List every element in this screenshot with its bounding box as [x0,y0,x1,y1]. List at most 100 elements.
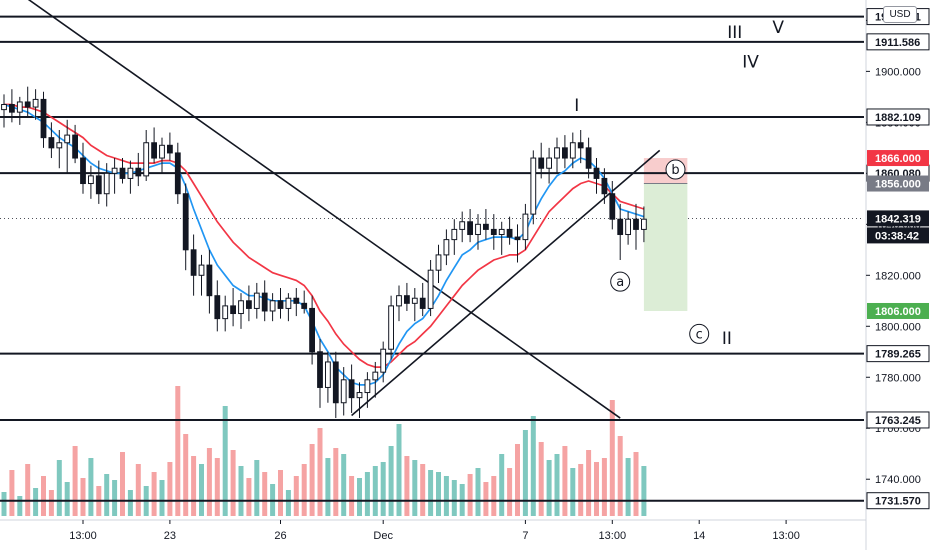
volume-bar [617,436,623,516]
countdown-label: 03:38:42 [867,227,929,244]
price-label-text: 1806.000 [875,306,921,318]
candle [538,142,545,179]
candle-body [111,167,118,174]
candle-body [459,221,466,230]
candle-body [293,297,300,304]
candle [1,94,7,128]
volume-bar [546,460,552,516]
candle-body [167,144,173,154]
volume-bar [222,406,228,516]
candle-body [80,157,86,185]
circled-label-c: c [689,323,710,344]
candle [143,130,150,181]
volume-bar [246,478,252,516]
candle [348,364,355,413]
candle-body [325,361,331,388]
candle-body [364,379,371,394]
trendline[interactable] [351,149,661,417]
volume-bar [428,470,434,516]
candle-body [174,152,181,195]
candle [285,293,292,322]
candle-body [569,142,576,159]
price-label-box [866,492,930,510]
candle [198,254,205,296]
price-label-text: 1789.265 [875,349,921,361]
circled-label-text: b [671,163,679,178]
level-price-label[interactable]: 1789.265 [866,345,930,363]
candle-body [419,297,426,309]
level-price-label[interactable]: 1763.245 [866,411,930,429]
candle [95,160,102,204]
volume-bar [570,468,576,516]
candle-body [411,297,418,304]
candle-body [214,295,221,320]
candle [617,203,624,260]
price-label-box [867,210,929,227]
candle-body [24,101,31,108]
time-tick-label: 13:00 [599,530,627,542]
currency-button[interactable]: USD [883,6,917,23]
volume-bar [309,444,315,516]
time-axis[interactable]: 13:00 23 26 Dec 7 13:00 14 13:00 [0,519,866,542]
volume-bar [127,490,133,516]
price-label-text: 1731.570 [875,496,921,508]
candle [577,130,584,164]
price-label-red[interactable]: 1866.000 [867,150,929,167]
candle [364,372,371,408]
candle-body [151,142,157,159]
candle [269,293,276,322]
candle-body [396,295,402,307]
candle [72,124,78,164]
level-price-label[interactable]: 1882.109 [866,108,930,126]
price-label-text: 1763.245 [875,415,921,427]
candle-body [127,167,134,179]
candle-body [404,295,410,304]
volume-bar [151,472,157,516]
trendline[interactable] [4,0,621,419]
candle [80,142,86,194]
price-label-green[interactable]: 1806.000 [867,302,929,319]
candle-body [1,104,7,111]
candle [356,382,363,419]
volume-bar [183,434,189,516]
trendlines[interactable] [4,0,661,419]
candle-body [285,297,292,309]
candle [277,288,284,319]
candle-body [467,221,474,236]
countdown-text: 03:38:42 [875,230,919,242]
candle [325,351,331,403]
volume-bar [112,480,118,516]
candle-body [593,167,600,179]
label-circle [610,271,631,292]
candle-body [88,175,94,185]
candle-body [554,147,560,159]
price-label-text: 1866.000 [875,153,921,165]
candle [24,86,31,118]
ema-slow-line [4,103,645,368]
candle [317,339,323,408]
volume-bar [199,464,204,516]
candle-body [443,239,450,256]
candle [625,211,632,245]
candle [309,295,316,365]
level-price-label[interactable]: 1731.570 [866,492,930,510]
level-price-label[interactable]: 1911.586 [866,33,930,51]
price-axis[interactable]: 1920.0001900.0001880.0001860.0001840.000… [865,0,932,550]
candle-body [538,157,545,169]
candle [419,282,426,317]
horizontal-levels[interactable] [0,15,864,502]
candle [562,135,568,169]
candle-body [301,302,308,309]
candle [609,180,616,230]
circled-label-a: a [610,271,631,292]
candle-body [356,392,363,399]
candle [396,285,402,322]
circled-label-text: a [616,275,624,290]
candle [167,132,173,161]
time-tick-label: 13:00 [69,530,97,542]
price-label-gray[interactable]: 1856.000 [867,175,929,192]
price-label-dark[interactable]: 1842.319 [867,210,929,227]
candle-body [546,157,553,169]
candle [214,280,221,332]
